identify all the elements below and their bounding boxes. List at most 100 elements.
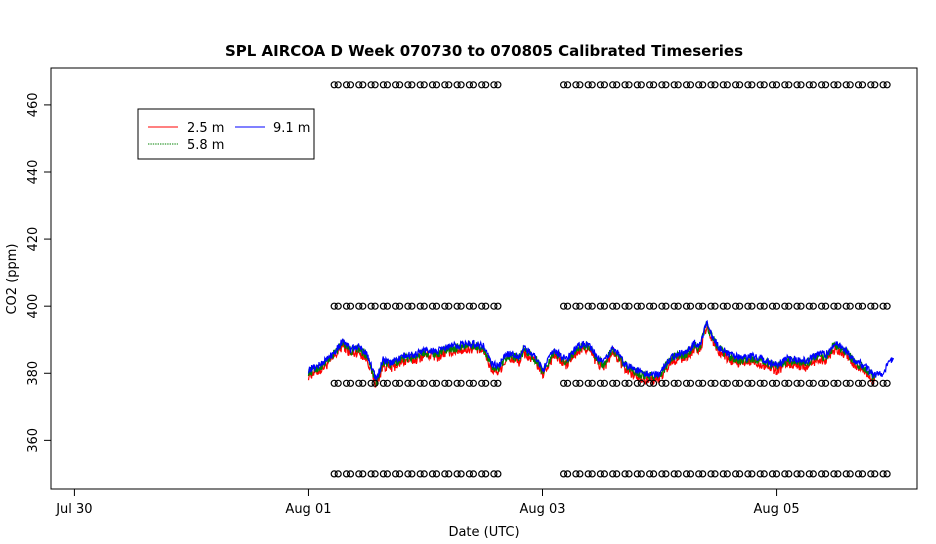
plot-frame bbox=[50, 67, 918, 490]
calibration-marker bbox=[699, 379, 707, 387]
calibration-marker bbox=[756, 302, 764, 310]
calibration-marker bbox=[768, 470, 777, 478]
calibration-marker bbox=[817, 81, 826, 89]
calibration-marker bbox=[772, 379, 781, 387]
calibration-marker bbox=[367, 81, 375, 89]
calibration-marker bbox=[797, 470, 805, 478]
calibration-marker bbox=[858, 302, 867, 310]
calibration-marker bbox=[785, 379, 793, 387]
calibration-marker bbox=[346, 302, 355, 310]
calibration-marker bbox=[772, 81, 781, 89]
calibration-marker bbox=[392, 81, 400, 89]
calibration-marker bbox=[432, 302, 441, 310]
calibration-marker bbox=[408, 379, 416, 387]
calibration-marker bbox=[867, 470, 875, 478]
calibration-marker bbox=[854, 302, 863, 310]
calibration-marker bbox=[748, 379, 756, 387]
calibration-marker bbox=[420, 470, 428, 478]
calibration-marker bbox=[379, 470, 387, 478]
calibration-marker bbox=[805, 470, 813, 478]
x-tick-label: Aug 01 bbox=[285, 502, 331, 517]
calibration-marker bbox=[609, 470, 617, 478]
series-line-9-1-m bbox=[307, 319, 895, 382]
calibration-marker bbox=[797, 302, 805, 310]
calibration-marker bbox=[662, 470, 670, 478]
calibration-marker bbox=[846, 470, 854, 478]
calibration-marker bbox=[682, 379, 691, 387]
calibration-marker bbox=[842, 302, 850, 310]
calibration-marker bbox=[441, 81, 449, 89]
calibration-marker bbox=[342, 81, 351, 89]
calibration-marker bbox=[695, 379, 703, 387]
chart-title: SPL AIRCOA D Week 070730 to 070805 Calib… bbox=[225, 42, 743, 60]
calibration-marker bbox=[453, 302, 461, 310]
calibration-marker bbox=[576, 470, 584, 478]
calibration-marker bbox=[699, 302, 707, 310]
calibration-marker bbox=[559, 81, 568, 89]
calibration-marker bbox=[805, 302, 813, 310]
calibration-marker bbox=[432, 379, 441, 387]
calibration-marker bbox=[441, 302, 449, 310]
calibration-marker bbox=[637, 302, 645, 310]
calibration-marker bbox=[359, 302, 367, 310]
calibration-marker bbox=[658, 302, 666, 310]
calibration-marker bbox=[883, 81, 891, 89]
calibration-marker bbox=[883, 302, 891, 310]
calibration-marker bbox=[711, 81, 719, 89]
calibration-marker bbox=[404, 379, 412, 387]
calibration-marker bbox=[723, 470, 731, 478]
calibration-marker bbox=[785, 470, 793, 478]
calibration-marker bbox=[396, 302, 404, 310]
calibration-marker bbox=[559, 470, 568, 478]
calibration-marker bbox=[744, 470, 752, 478]
calibration-marker bbox=[359, 379, 367, 387]
calibration-marker bbox=[359, 470, 367, 478]
calibration-marker bbox=[686, 302, 695, 310]
calibration-marker bbox=[662, 81, 670, 89]
calibration-marker bbox=[805, 81, 813, 89]
calibration-marker bbox=[625, 379, 633, 387]
calibration-marker bbox=[584, 379, 592, 387]
calibration-marker bbox=[871, 470, 879, 478]
calibration-marker bbox=[625, 81, 633, 89]
calibration-marker bbox=[383, 302, 391, 310]
calibration-marker bbox=[453, 81, 461, 89]
calibration-marker bbox=[367, 302, 375, 310]
calibration-marker bbox=[731, 470, 740, 478]
calibration-marker bbox=[797, 379, 805, 387]
calibration-marker bbox=[334, 470, 342, 478]
calibration-marker bbox=[428, 302, 437, 310]
y-axis: 360 380 400 420 440 460 bbox=[26, 92, 51, 453]
calibration-marker bbox=[670, 379, 678, 387]
calibration-marker bbox=[490, 81, 498, 89]
calibration-marker bbox=[371, 302, 379, 310]
calibration-marker bbox=[428, 379, 437, 387]
y-tick-label: 440 bbox=[26, 160, 41, 185]
calibration-marker bbox=[478, 470, 486, 478]
y-tick-label: 460 bbox=[26, 92, 41, 117]
calibration-marker bbox=[793, 81, 801, 89]
calibration-marker bbox=[731, 379, 740, 387]
calibration-marker bbox=[330, 379, 338, 387]
calibration-marker bbox=[793, 302, 801, 310]
calibration-marker bbox=[858, 81, 867, 89]
calibration-marker bbox=[858, 379, 867, 387]
calibration-marker bbox=[768, 302, 777, 310]
calibration-marker bbox=[445, 81, 453, 89]
calibration-marker bbox=[469, 470, 477, 478]
calibration-marker bbox=[453, 379, 461, 387]
calibration-marker bbox=[674, 302, 682, 310]
calibration-marker bbox=[707, 470, 715, 478]
calibration-marker bbox=[367, 470, 375, 478]
calibration-marker bbox=[404, 470, 412, 478]
calibration-marker bbox=[686, 81, 695, 89]
calibration-marker bbox=[649, 302, 658, 310]
calibration-marker bbox=[342, 470, 351, 478]
calibration-marker bbox=[428, 470, 437, 478]
calibration-marker bbox=[658, 470, 666, 478]
calibration-marker bbox=[432, 470, 441, 478]
calibration-marker bbox=[735, 81, 744, 89]
calibration-marker bbox=[846, 302, 854, 310]
calibration-markers bbox=[330, 81, 891, 478]
